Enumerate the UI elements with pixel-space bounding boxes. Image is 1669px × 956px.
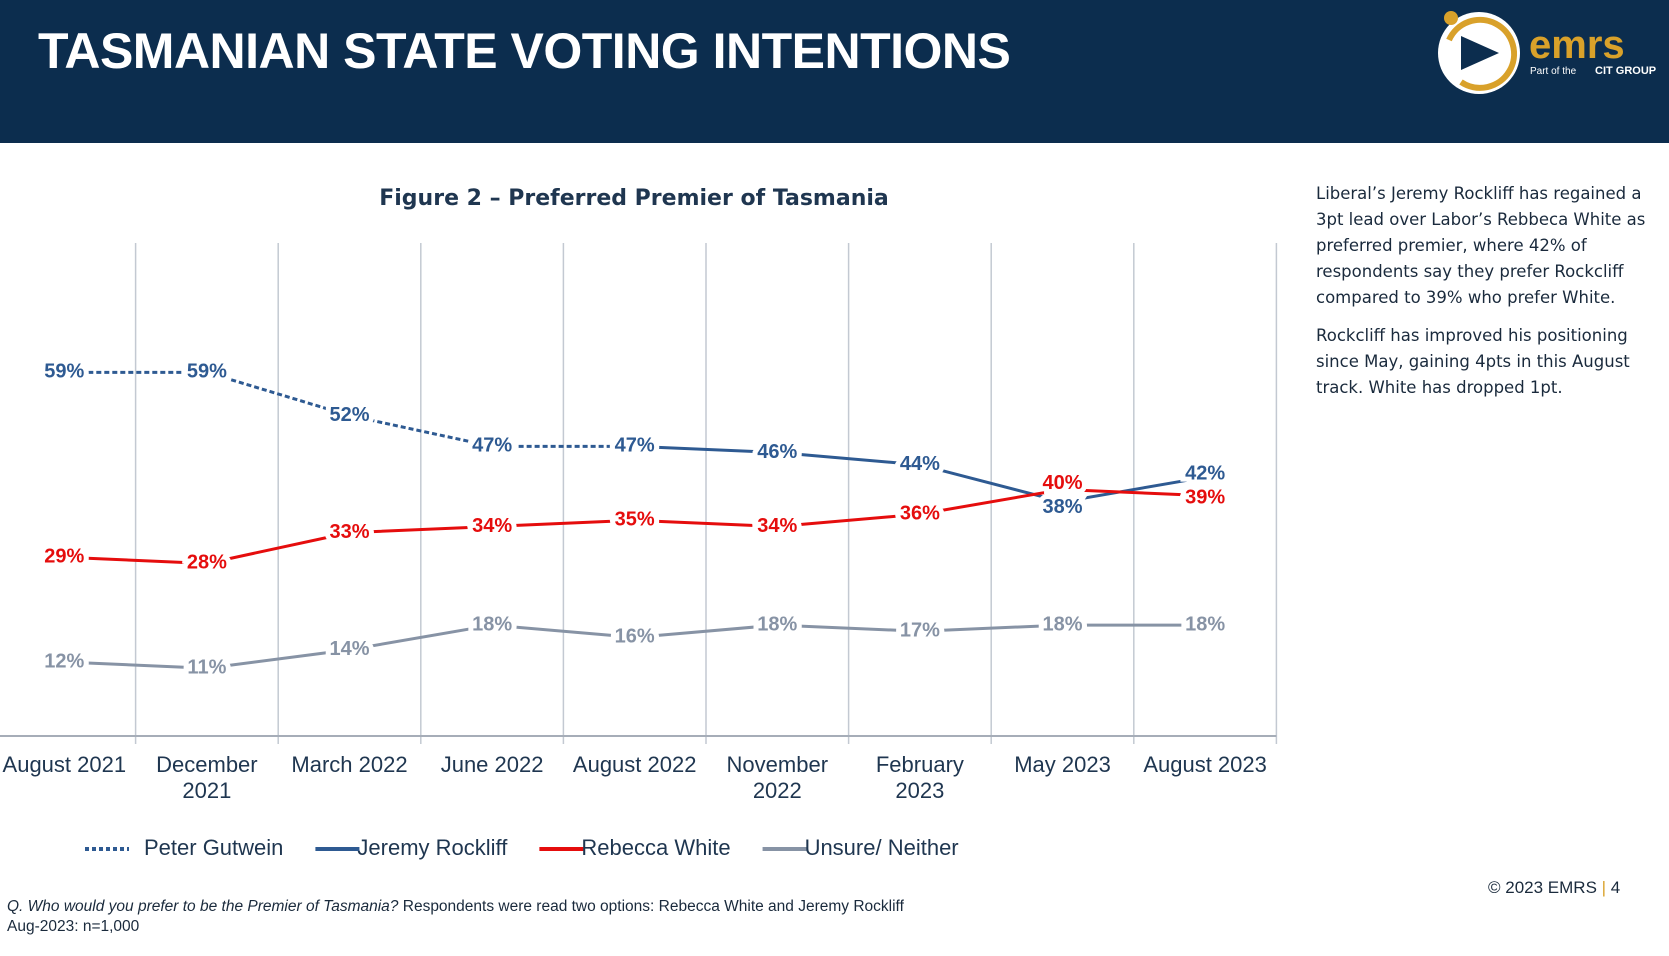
question-line: Q. Who would you prefer to be the Premie…	[7, 898, 904, 916]
x-tick-label: August 2022	[572, 752, 697, 777]
data-label: 18%	[757, 613, 797, 635]
data-label: 44%	[900, 453, 940, 475]
legend-label: Peter Gutwein	[144, 835, 283, 860]
data-label: 18%	[472, 613, 512, 635]
logo-arc	[1446, 16, 1517, 91]
copyright: © 2023 EMRS	[1488, 878, 1597, 897]
data-label: 35%	[615, 509, 655, 531]
logo-name: emrs	[1529, 23, 1625, 67]
data-label: 46%	[757, 441, 797, 463]
data-label: 28%	[187, 552, 227, 574]
data-label: 34%	[472, 515, 512, 537]
data-label: 47%	[615, 435, 655, 457]
legend-label: Jeremy Rockliff	[357, 835, 508, 860]
series-line	[64, 623, 1206, 670]
series-line	[634, 444, 1206, 504]
data-label: 47%	[472, 435, 512, 457]
commentary-text: Liberal’s Jeremy Rockliff has regained a…	[1316, 184, 1646, 307]
x-tick-label: June 2022	[440, 752, 544, 777]
question-note: Respondents were read two options: Rebec…	[402, 898, 904, 915]
data-label: 33%	[329, 521, 369, 543]
data-label: 34%	[757, 515, 797, 537]
data-label: 59%	[44, 361, 84, 383]
commentary-text: Rockcliff has improved his positioning s…	[1316, 326, 1630, 397]
question: Q. Who would you prefer to be the Premie…	[7, 898, 399, 915]
data-label: 29%	[44, 546, 84, 568]
commentary: Liberal’s Jeremy Rockliff has regained a…	[1316, 181, 1661, 413]
data-label: 38%	[1042, 496, 1082, 518]
data-label: 18%	[1042, 613, 1082, 635]
logo-dot	[1444, 11, 1458, 25]
x-tick-label: August 2023	[1143, 752, 1267, 777]
legend-label: Unsure/ Neither	[805, 835, 959, 860]
sample: Aug-2023: n=1,000	[7, 918, 140, 935]
data-label: 16%	[615, 626, 655, 648]
series-line	[64, 487, 1206, 565]
data-label: 39%	[1185, 487, 1225, 509]
data-label: 14%	[329, 638, 369, 660]
data-label: 12%	[44, 650, 84, 672]
data-label: 36%	[900, 502, 940, 524]
x-tick-label: March 2022	[291, 752, 408, 777]
logo-group: CIT GROUP	[1595, 65, 1656, 77]
data-label: 52%	[329, 404, 369, 426]
legend-label: Rebecca White	[581, 835, 730, 860]
logo: emrs Part of the CIT GROUP	[1438, 11, 1656, 94]
data-label: 11%	[187, 656, 226, 678]
data-label: 17%	[900, 620, 940, 642]
x-tick-label: December 2021	[156, 752, 258, 803]
copyright-line: © 2023 EMRS | 4	[1488, 878, 1620, 898]
data-label: 47%	[615, 435, 655, 457]
x-tick-label: November 2022	[726, 752, 829, 803]
x-tick-label: February 2023	[875, 752, 964, 803]
series-line	[64, 370, 635, 448]
data-label: 40%	[1042, 472, 1082, 494]
logo-tagline: Part of the	[1530, 66, 1577, 77]
logo-play	[1461, 36, 1499, 70]
header: TASMANIAN STATE VOTING INTENTIONS emrs P…	[0, 0, 1669, 143]
page-title: TASMANIAN STATE VOTING INTENTIONS	[38, 23, 1011, 79]
separator: |	[1601, 878, 1607, 897]
page-number: 4	[1610, 878, 1621, 897]
x-tick-label: August 2021	[2, 752, 127, 777]
chart: Figure 2 – Preferred Premier of Tasmania…	[0, 186, 1278, 860]
data-label: 59%	[187, 361, 227, 383]
chart-title: Figure 2 – Preferred Premier of Tasmania	[379, 186, 889, 211]
data-label: 18%	[1185, 613, 1225, 635]
x-tick-label: May 2023	[1014, 752, 1111, 777]
data-label: 42%	[1185, 463, 1225, 485]
